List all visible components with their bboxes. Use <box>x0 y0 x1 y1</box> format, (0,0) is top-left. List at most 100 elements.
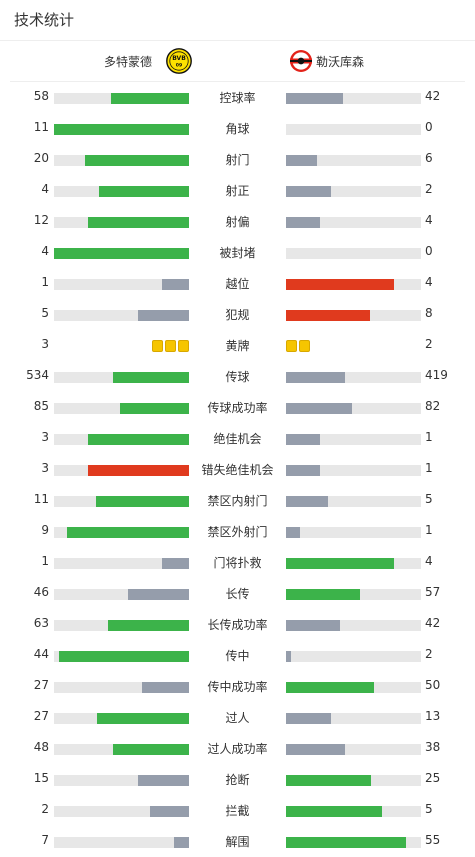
away-stat-bar-track <box>286 124 421 135</box>
away-stat-value: 42 <box>425 616 441 630</box>
home-stat-bar <box>54 248 189 259</box>
stat-label: 禁区外射门 <box>207 525 268 539</box>
away-stat-bar <box>286 744 345 755</box>
stat-label: 射正 <box>225 184 250 198</box>
away-stat-bar <box>286 465 320 476</box>
away-stat-value: 5 <box>425 802 433 816</box>
stat-label: 抢断 <box>225 773 250 787</box>
home-stat-bar <box>88 434 189 445</box>
home-stat-bar <box>174 837 189 848</box>
away-stat-bar <box>286 589 360 600</box>
home-stat-bar-track <box>54 124 189 135</box>
away-stat-bar-track <box>286 837 421 848</box>
away-stat-bar <box>286 155 317 166</box>
home-stat-bar-track <box>54 310 189 321</box>
stat-row: 46 长传 57 <box>0 578 475 609</box>
home-stat-value: 27 <box>33 678 49 692</box>
away-stat-value: 1 <box>425 523 433 537</box>
home-stat-value: 3 <box>41 461 49 475</box>
page-title: 技术统计 <box>14 11 75 29</box>
stat-row: 44 传中 2 <box>0 640 475 671</box>
home-stat-bar <box>142 682 189 693</box>
home-stat-bar-track <box>54 527 189 538</box>
home-stat-bar-track <box>54 744 189 755</box>
home-stat-bar <box>120 403 189 414</box>
stat-row: 3 绝佳机会 1 <box>0 423 475 454</box>
away-stat-value: 57 <box>425 585 441 599</box>
away-stat-bar <box>286 806 382 817</box>
stat-label: 射偏 <box>225 215 250 229</box>
home-stat-value: 3 <box>41 430 49 444</box>
home-stat-bar-track <box>54 465 189 476</box>
home-stat-value: 1 <box>41 275 49 289</box>
yellow-card-icon <box>152 340 163 352</box>
home-stat-bar-track <box>54 248 189 259</box>
stat-row: 58 控球率 42 <box>0 82 475 113</box>
away-stat-bar-track <box>286 279 421 290</box>
stat-label: 过人 <box>225 711 250 725</box>
away-stat-value: 2 <box>425 182 433 196</box>
away-stat-bar <box>286 527 300 538</box>
away-stat-bar <box>286 186 331 197</box>
stat-row: 1 门将扑救 4 <box>0 547 475 578</box>
away-stat-value: 5 <box>425 492 433 506</box>
stats-list: 58 控球率 42 11 角球 0 20 射门 6 4 射正 2 12 射偏 4 4 被封堵 0 1 越位 4 5 犯规 8 3… <box>0 82 475 857</box>
home-stat-value: 7 <box>41 833 49 847</box>
home-stat-bar-track <box>54 279 189 290</box>
stat-row: 1 越位 4 <box>0 268 475 299</box>
stat-row: 20 射门 6 <box>0 144 475 175</box>
home-stat-bar-track <box>54 558 189 569</box>
home-stat-bar <box>162 558 189 569</box>
home-stat-value: 3 <box>41 337 49 351</box>
stat-label: 传球 <box>225 370 250 384</box>
home-yellow-cards <box>152 340 189 353</box>
stat-row: 2 拦截 5 <box>0 795 475 826</box>
home-stat-value: 48 <box>33 740 49 754</box>
home-stat-bar <box>67 527 189 538</box>
stat-label: 角球 <box>225 122 250 136</box>
home-stat-bar <box>59 651 189 662</box>
away-stat-value: 4 <box>425 275 433 289</box>
home-stat-bar <box>97 713 189 724</box>
stat-label: 犯规 <box>225 308 250 322</box>
home-stat-value: 9 <box>41 523 49 537</box>
away-stat-bar <box>286 217 320 228</box>
away-stat-bar <box>286 837 406 848</box>
away-stat-bar-track <box>286 744 421 755</box>
home-stat-bar <box>85 155 189 166</box>
away-stat-value: 55 <box>425 833 441 847</box>
away-stat-value: 0 <box>425 120 433 134</box>
home-stat-bar-track <box>54 93 189 104</box>
away-stat-bar-track <box>286 806 421 817</box>
away-stat-bar <box>286 434 320 445</box>
away-stat-bar <box>286 713 331 724</box>
away-stat-bar <box>286 310 370 321</box>
stat-label: 传中成功率 <box>207 680 268 694</box>
home-stat-bar <box>88 465 189 476</box>
stat-label: 门将扑救 <box>213 556 262 570</box>
home-stat-value: 12 <box>33 213 49 227</box>
home-stat-bar-track <box>54 589 189 600</box>
away-team-logo <box>290 50 312 72</box>
home-stat-bar-track <box>54 651 189 662</box>
home-stat-bar-track <box>54 837 189 848</box>
stat-label: 绝佳机会 <box>213 432 262 446</box>
home-stat-value: 11 <box>33 492 49 506</box>
away-stat-value: 13 <box>425 709 441 723</box>
home-stat-bar <box>108 620 189 631</box>
home-stat-bar-track <box>54 434 189 445</box>
away-stat-value: 50 <box>425 678 441 692</box>
stat-label: 长传 <box>225 587 250 601</box>
away-stat-bar <box>286 93 343 104</box>
away-stat-bar-track <box>286 186 421 197</box>
home-stat-bar-track <box>54 496 189 507</box>
stat-label: 控球率 <box>219 91 256 105</box>
away-stat-bar-track <box>286 310 421 321</box>
stat-row: 15 抢断 25 <box>0 764 475 795</box>
away-stat-bar-track <box>286 155 421 166</box>
home-stat-bar-track <box>54 806 189 817</box>
away-stat-bar-track <box>286 713 421 724</box>
home-stat-value: 4 <box>41 182 49 196</box>
home-team-logo: BVB 09 <box>166 48 192 74</box>
home-stat-bar <box>150 806 189 817</box>
